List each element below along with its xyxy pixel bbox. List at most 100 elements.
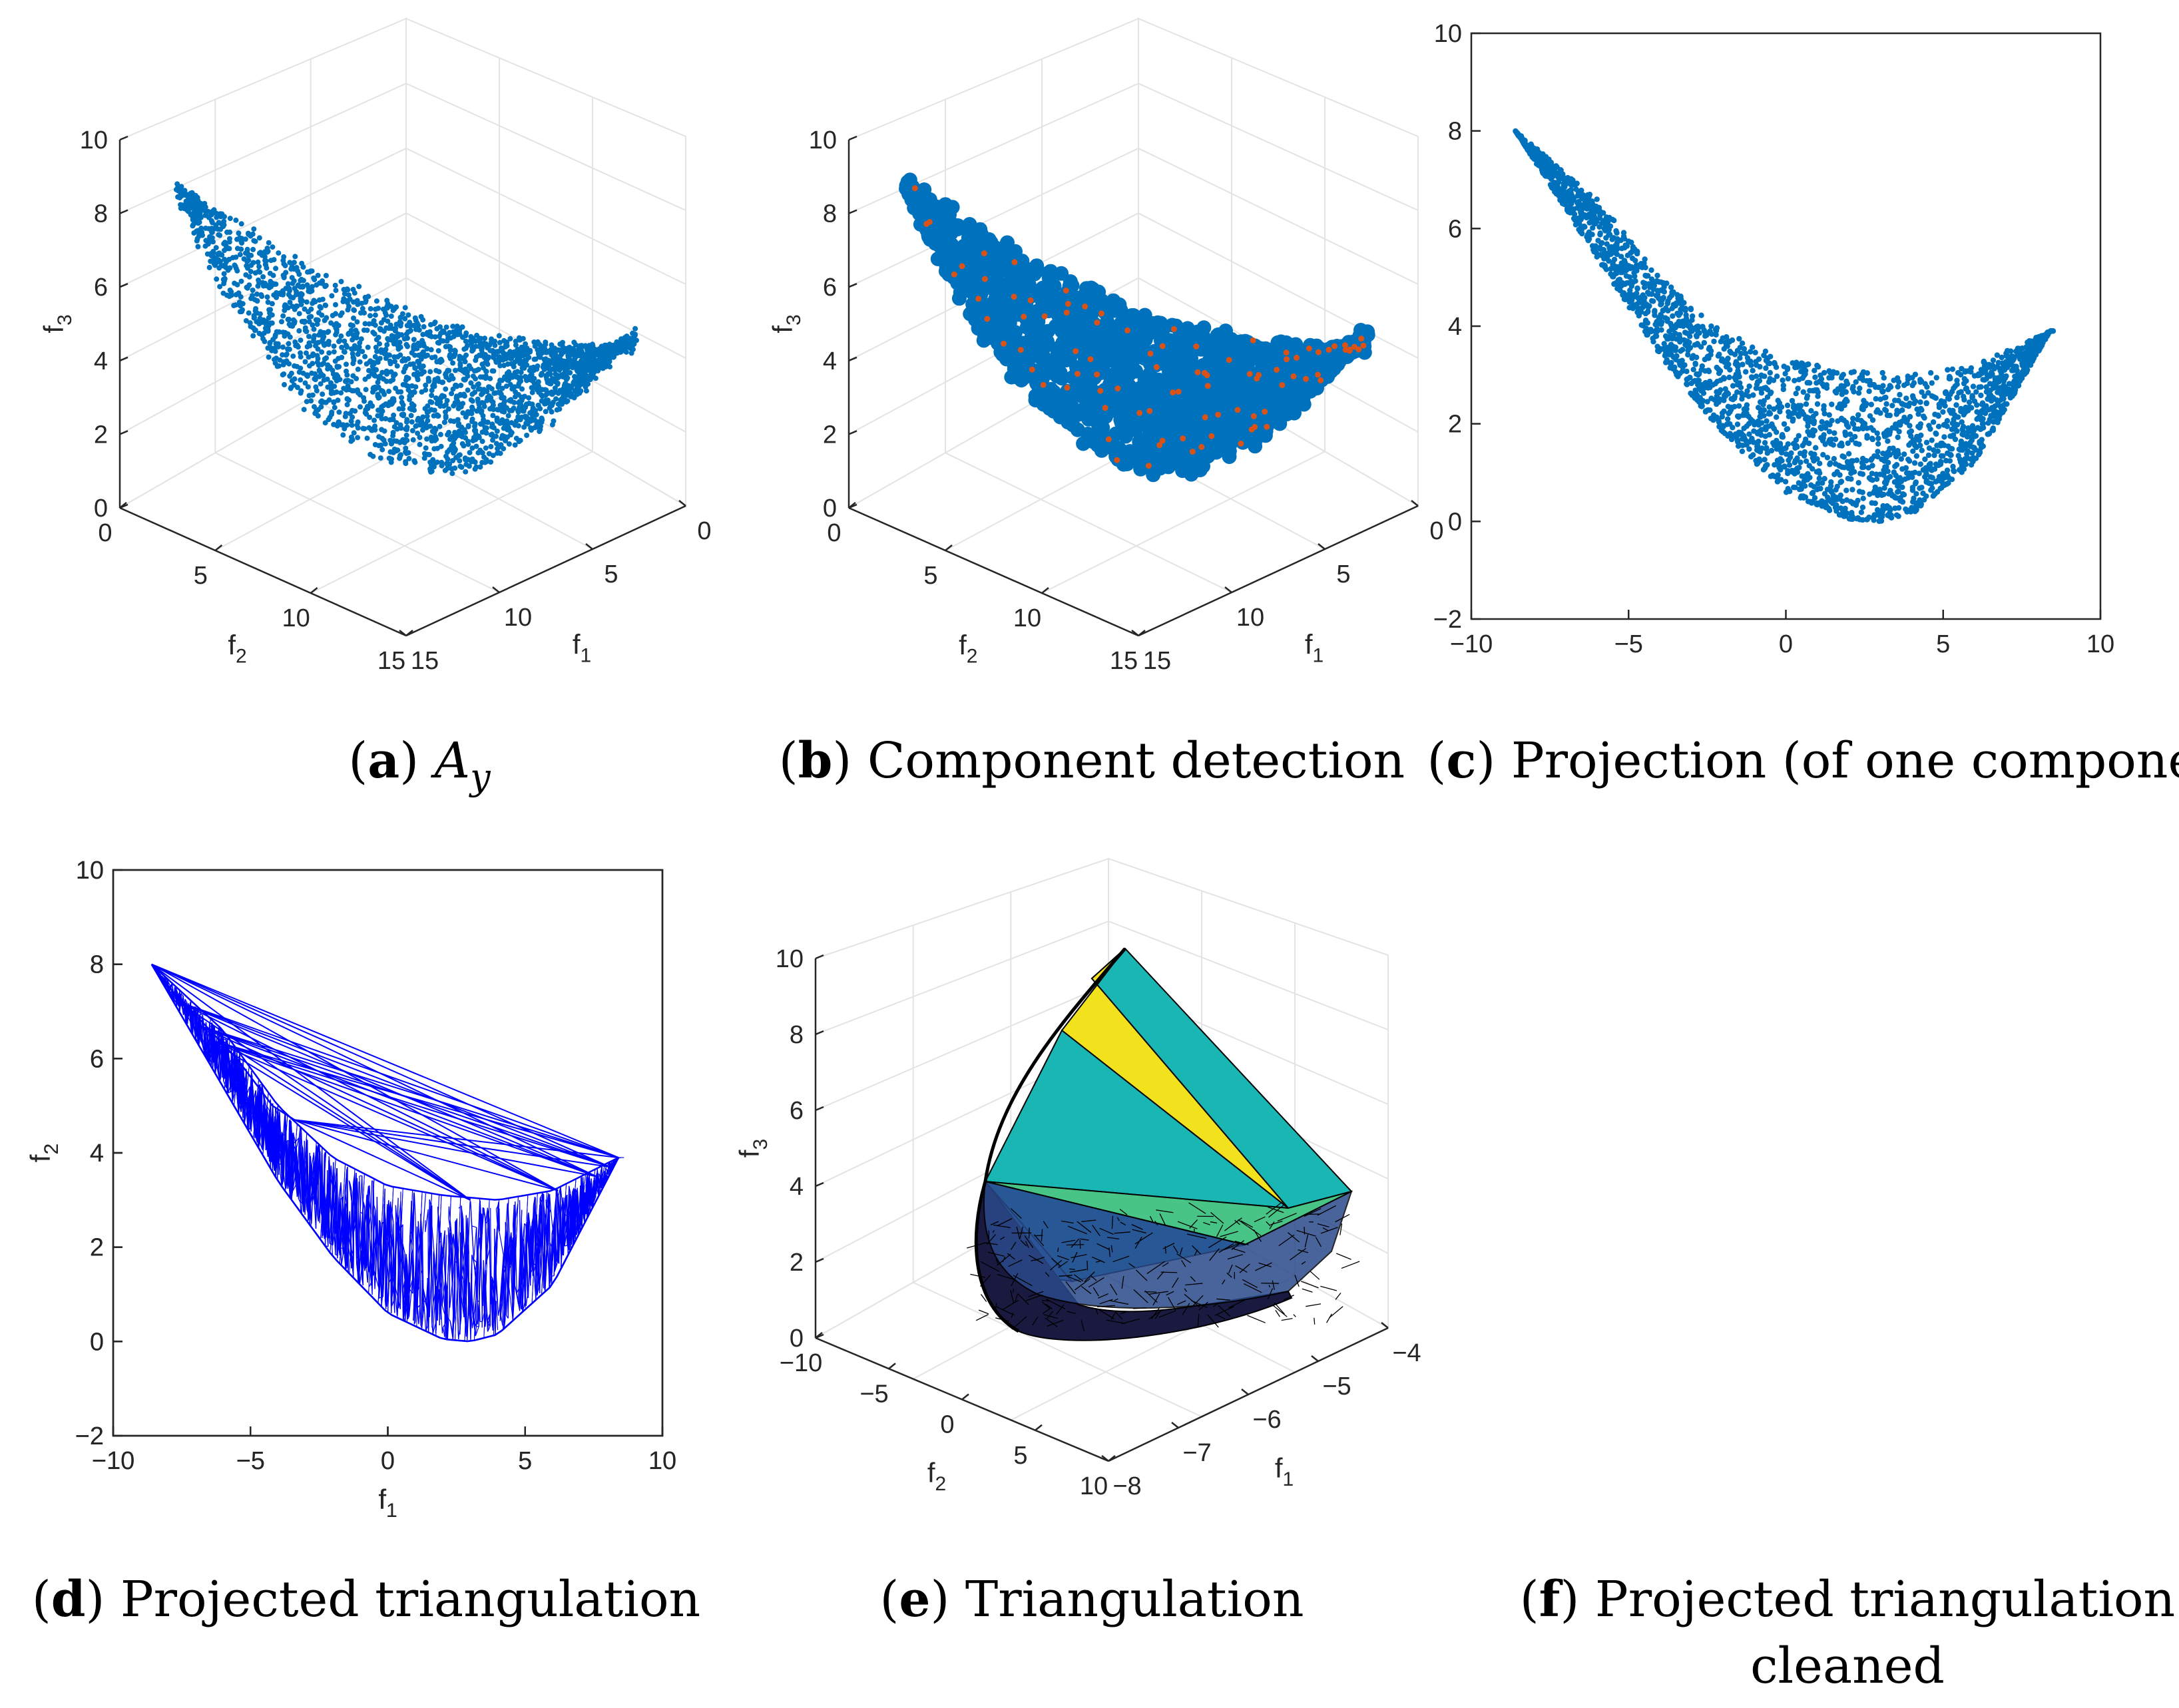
scatter-point: [351, 307, 357, 313]
scatter-point: [462, 455, 468, 461]
scatter-point: [481, 454, 487, 460]
scatter-point: [218, 214, 224, 220]
scatter-point: [280, 344, 286, 350]
scatter-point: [320, 391, 326, 397]
scatter-point: [501, 407, 507, 413]
scatter-point: [244, 284, 250, 290]
scatter-point: [264, 294, 270, 300]
scatter-point: [276, 329, 282, 335]
scatter-point: [468, 397, 474, 403]
scatter-point: [318, 399, 324, 405]
scatter-point: [616, 343, 622, 349]
scatter-point: [362, 321, 368, 327]
scatter-point: [220, 290, 226, 296]
scatter-point: [1083, 280, 1098, 296]
c-ytick-label: 4: [1448, 313, 1462, 341]
scatter-point: [566, 351, 572, 357]
scatter-point: [266, 240, 272, 246]
scatter-point: [574, 367, 580, 373]
scatter-point: [246, 310, 252, 316]
b-f1tick-label: 5: [1336, 560, 1350, 588]
scatter-point: [403, 375, 409, 380]
scatter-point: [387, 437, 393, 443]
scatter-point: [308, 268, 314, 274]
scatter-point: [1123, 314, 1138, 329]
scatter-point: [1063, 274, 1078, 289]
scatter-point: [463, 435, 469, 441]
scatter-point: [346, 292, 352, 298]
scatter-point: [1690, 367, 1696, 373]
boundary-point: [1063, 288, 1069, 294]
scatter-point: [465, 423, 471, 429]
scatter-point: [328, 380, 334, 386]
scatter-point: [497, 363, 503, 369]
scatter-point: [1151, 372, 1166, 387]
scatter-point: [589, 371, 595, 377]
scatter-point: [385, 301, 391, 307]
scatter-point: [529, 426, 535, 432]
boundary-point: [1250, 413, 1257, 419]
scatter-point: [428, 347, 434, 353]
scatter-point: [265, 248, 271, 254]
scatter-point: [313, 373, 319, 379]
scatter-point: [372, 373, 378, 379]
scatter-point: [346, 397, 352, 403]
scatter-point: [512, 422, 518, 428]
scatter-point: [375, 393, 381, 399]
scatter-point: [413, 423, 419, 429]
scatter-point: [1128, 387, 1143, 403]
scatter-point: [370, 329, 376, 335]
scatter-point: [439, 463, 445, 469]
scatter-point: [543, 392, 549, 398]
scatter-point: [282, 381, 287, 387]
scatter-point: [296, 282, 301, 288]
scatter-point: [304, 299, 310, 305]
scatter-point: [499, 345, 504, 351]
scatter-point: [1167, 432, 1182, 447]
scatter-point: [402, 316, 408, 321]
scatter-point: [401, 336, 407, 341]
scatter-point: [402, 305, 408, 311]
scatter-point: [363, 387, 369, 393]
scatter-point: [499, 433, 505, 439]
scatter-point: [436, 333, 442, 339]
a-f1tick: [492, 586, 500, 593]
scatter-point: [513, 338, 519, 344]
scatter-point: [469, 445, 475, 451]
scatter-point: [405, 343, 410, 349]
scatter-point: [303, 350, 309, 356]
scatter-point: [238, 221, 244, 227]
scatter-point: [390, 377, 396, 383]
scatter-point: [1049, 319, 1064, 334]
scatter-point: [408, 413, 414, 419]
scatter-point: [450, 329, 456, 335]
scatter-point: [350, 361, 356, 367]
scatter-point: [383, 351, 389, 357]
scatter-point: [531, 381, 537, 386]
scatter-point: [1006, 334, 1021, 349]
boundary-point: [1124, 327, 1130, 333]
scatter-point: [487, 384, 492, 390]
scatter-point: [216, 232, 222, 238]
scatter-point: [462, 377, 468, 383]
scatter-point: [255, 283, 261, 289]
scatter-point: [488, 459, 494, 465]
scatter-point: [445, 449, 450, 455]
scatter-point: [443, 386, 449, 392]
scatter-point: [441, 419, 447, 425]
scatter-point: [355, 366, 361, 372]
scatter-point: [449, 433, 455, 439]
scatter-point: [1126, 352, 1142, 367]
boundary-point: [1180, 435, 1186, 442]
scatter-point: [331, 349, 337, 355]
scatter-point: [569, 393, 575, 398]
b-f2tick-label: 5: [923, 562, 937, 590]
scatter-point: [461, 443, 467, 449]
scatter-point: [454, 395, 460, 401]
scatter-point: [420, 363, 426, 369]
scatter-point: [483, 430, 489, 436]
a-ztick-label: 8: [94, 200, 108, 228]
a-ztick: [119, 209, 128, 214]
scatter-point: [234, 246, 240, 252]
scatter-point: [586, 376, 592, 382]
